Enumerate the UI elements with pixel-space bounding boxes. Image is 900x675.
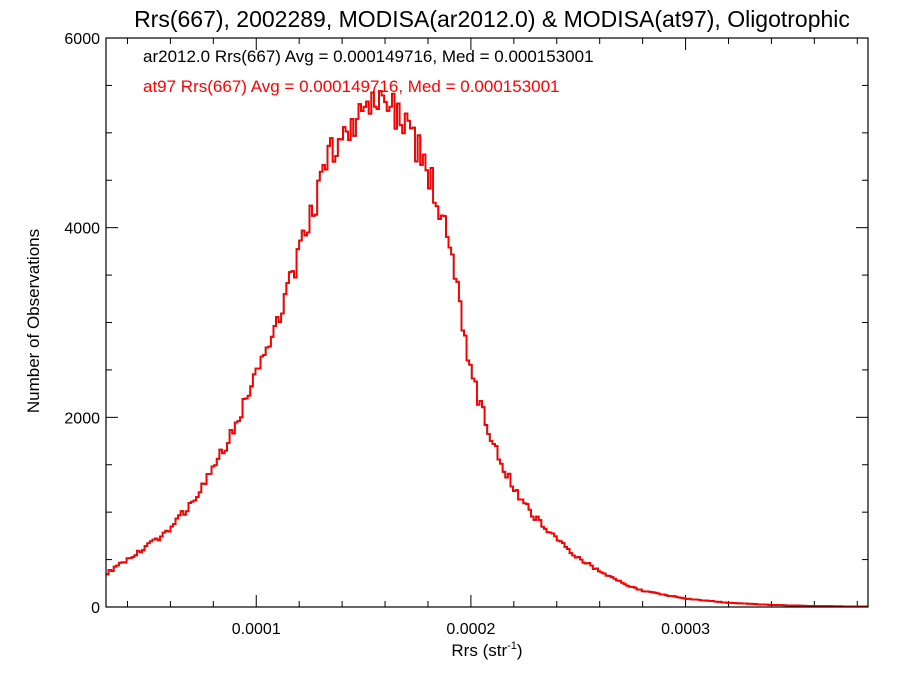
x-axis-label: Rrs (str-1) [451,640,522,660]
x-tick-label: 0.0003 [661,621,710,638]
chart-title: Rrs(667), 2002289, MODISA(ar2012.0) & MO… [134,6,850,32]
series-line-at97 [106,90,868,608]
y-tick-label: 0 [91,600,100,617]
x-tick-label: 0.0002 [446,621,495,638]
y-tick-label: 2000 [64,410,100,427]
x-axis-label-superscript: -1 [507,640,517,652]
y-tick-label: 6000 [64,31,100,48]
annotation-ar2012: ar2012.0 Rrs(667) Avg = 0.000149716, Med… [143,47,594,66]
plot-frame [105,37,869,608]
annotation-at97: at97 Rrs(667) Avg = 0.000149716, Med = 0… [143,77,560,96]
y-axis-label: Number of Observations [24,229,43,413]
series-layer [106,90,868,608]
y-tick-label: 4000 [64,221,100,238]
x-tick-label: 0.0001 [232,621,281,638]
series-line-ar2012.0 [106,90,868,608]
x-axis-label-end: ) [517,641,523,660]
x-axis-label-main: Rrs (str [451,641,507,660]
axis-ticks: 0.0001 0.0002 0.0003 0 2000 4000 6000 [64,31,868,638]
